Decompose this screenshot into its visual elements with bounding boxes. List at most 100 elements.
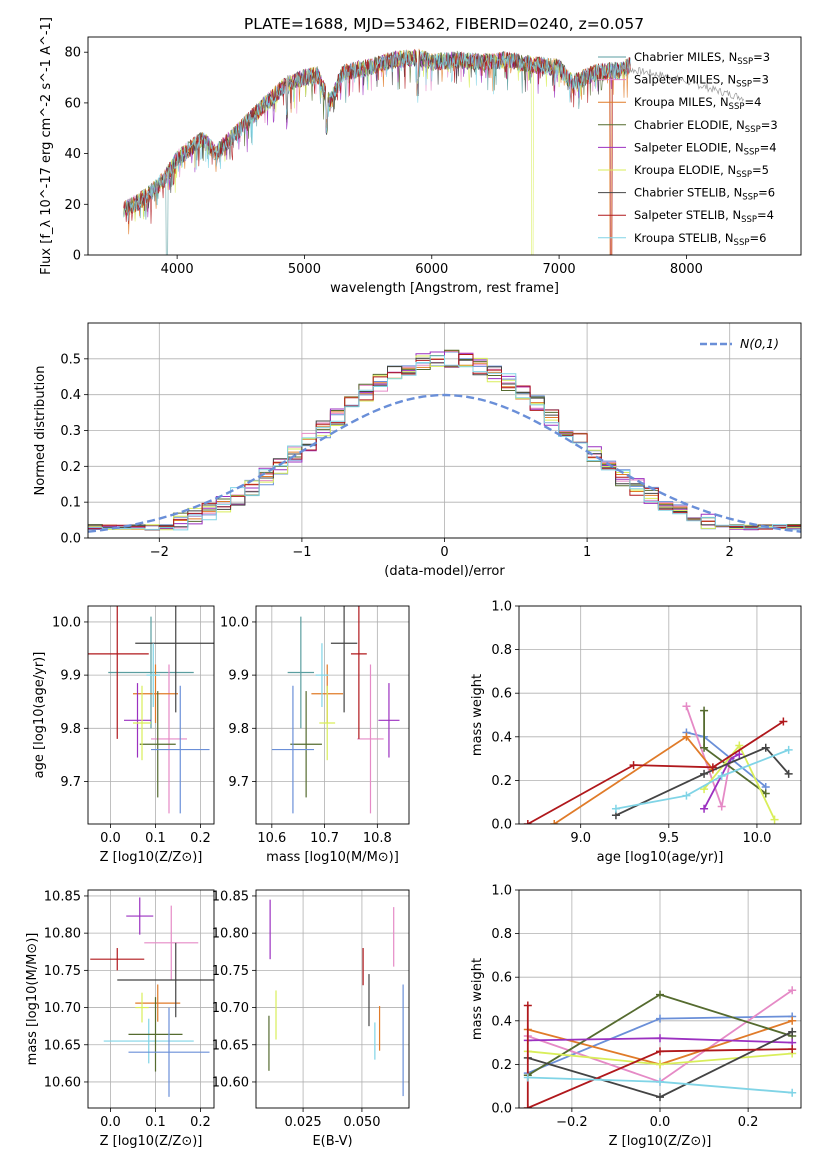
weight-marker <box>656 1047 664 1056</box>
y-tick-label: 0.6 <box>491 971 512 986</box>
y-tick-label: 60 <box>64 96 81 111</box>
error-bar-point <box>290 691 322 798</box>
axes-mass_weight_vs_age: 9.0 9.5 10.0 0.0 0.2 0.4 0.6 0.8 1.0 age [log10(a… <box>470 600 802 865</box>
x-tick-label: 1 <box>583 545 591 560</box>
axes-spectrum: 4000 5000 6000 7000 8000 0 20 40 60 80 wavelength … <box>39 17 802 296</box>
x-tick-label: 5000 <box>288 262 321 277</box>
axes-mass_vs_Z: 0.0 0.1 0.2 10.60 10.65 10.70 10.75 10.80 10.85 Z… <box>25 889 215 1149</box>
y-tick-label: 10.85 <box>212 889 249 904</box>
error-bar-point <box>146 643 160 708</box>
legend-nssp: =3 <box>761 118 778 132</box>
x-tick-label: 9.0 <box>570 831 591 846</box>
plot-area-mass_vs_ebv <box>268 899 404 1097</box>
weight-marker <box>682 791 691 800</box>
weight-series <box>611 743 793 820</box>
weight-marker <box>656 1093 664 1102</box>
y-tick-label: 0.3 <box>60 424 81 439</box>
x-axis-label: Z [log10(Z/Z⊙)] <box>100 1134 203 1149</box>
x-tick-label: 0.2 <box>738 1115 759 1130</box>
weight-series <box>611 745 793 813</box>
weight-series <box>523 717 788 824</box>
y-tick-label: 10.60 <box>44 1075 81 1090</box>
legend-subscript: SSP <box>737 57 753 67</box>
y-tick-label: 10.60 <box>212 1075 249 1090</box>
error-bar-point <box>357 664 384 814</box>
x-tick-label: 0.2 <box>190 1115 211 1130</box>
error-bar-point <box>350 606 367 739</box>
y-tick-label: 10.75 <box>44 964 81 979</box>
x-axis-label: age [log10(age/yr)] <box>597 850 724 865</box>
legend-subscript: SSP <box>744 147 760 157</box>
weight-marker <box>700 769 709 778</box>
x-tick-label: 0 <box>440 545 448 560</box>
x-tick-label: 0.050 <box>343 1115 380 1130</box>
legend-label: Salpeter ELODIE, NSSP=4 <box>634 140 777 157</box>
plot-area-mass_weight_vs_age <box>523 702 793 824</box>
weight-marker <box>656 1077 664 1086</box>
weight-marker <box>611 804 620 813</box>
legend-nssp: =6 <box>749 231 766 245</box>
y-tick-label: 1.0 <box>491 600 512 615</box>
y-tick-label: 0.4 <box>60 388 81 403</box>
axes-age_vs_Z: 0.0 0.1 0.2 9.7 9.8 9.9 10.0 Z [log10(Z/Z⊙)] age… <box>32 605 215 865</box>
weight-marker <box>700 804 709 813</box>
weight-marker <box>717 772 726 781</box>
legend-subscript: SSP <box>741 215 757 225</box>
weight-marker <box>779 717 788 726</box>
legend-label: Chabrier ELODIE, NSSP=3 <box>634 118 778 135</box>
y-tick-label: 0.6 <box>491 687 512 702</box>
legend-nssp: =6 <box>758 186 775 200</box>
axes-frame <box>87 605 215 825</box>
weight-marker <box>629 761 638 770</box>
weight-marker <box>784 745 793 754</box>
x-tick-label: 4000 <box>161 262 194 277</box>
weight-marker <box>682 732 691 741</box>
axes-frame <box>255 889 410 1109</box>
y-tick-label: 0.8 <box>491 927 512 942</box>
legend-nssp: =4 <box>757 208 774 222</box>
weight-marker <box>550 820 559 824</box>
y-tick-label: 1.0 <box>491 884 512 899</box>
y-tick-label: 9.7 <box>60 775 81 790</box>
y-axis-label: mass [log10(M/M⊙)] <box>25 933 40 1066</box>
y-axis-label: Flux [f_λ 10^-17 erg cm^-2 s^-1 A^-1] <box>39 17 54 275</box>
weight-marker <box>656 1034 664 1043</box>
legend-nssp: =4 <box>760 140 777 154</box>
x-tick-label: 0.2 <box>190 831 211 846</box>
error-bar-point <box>135 606 214 713</box>
y-tick-label: 9.8 <box>228 722 249 737</box>
y-axis-label: mass weight <box>470 674 485 756</box>
spectrum-extension-line <box>616 64 745 102</box>
x-axis-label: mass [log10(M/M⊙)] <box>266 850 399 865</box>
x-tick-label: 7000 <box>543 262 576 277</box>
plot-area-age_vs_Z <box>88 606 214 814</box>
x-axis-label: Z [log10(Z/Z⊙)] <box>100 850 203 865</box>
weight-marker <box>523 1073 532 1082</box>
error-bar-point <box>103 1018 194 1064</box>
plot-area-age_vs_mass <box>271 606 400 814</box>
error-bar-point <box>319 685 336 761</box>
error-bar-point <box>135 992 149 1023</box>
y-tick-label: 9.8 <box>60 722 81 737</box>
y-tick-label: 10.0 <box>52 615 81 630</box>
y-tick-label: 0.4 <box>491 1014 512 1029</box>
plot-area-mass_vs_Z <box>90 897 214 1097</box>
y-tick-label: 0.0 <box>60 532 81 547</box>
error-bar-point <box>144 905 199 981</box>
weight-line <box>615 749 790 810</box>
x-tick-label: 0.025 <box>284 1115 321 1130</box>
error-bar-point <box>330 606 358 713</box>
x-axis-label: Z [log10(Z/Z⊙)] <box>609 1134 712 1149</box>
legend-label: N(0,1) <box>740 336 779 351</box>
axes-frame <box>518 889 802 1109</box>
weight-marker <box>682 702 691 711</box>
weight-marker <box>788 1045 797 1054</box>
weight-marker <box>735 741 744 750</box>
y-tick-label: 10.80 <box>212 927 249 942</box>
y-axis-label: mass weight <box>470 958 485 1040</box>
x-tick-label: 10.0 <box>742 831 771 846</box>
axes-age_vs_mass: 10.6 10.7 10.8 9.7 9.8 9.9 10.0 mass [log10(M/M… <box>220 605 410 865</box>
x-tick-label: −1 <box>292 545 311 560</box>
error-bar-point <box>271 685 315 814</box>
